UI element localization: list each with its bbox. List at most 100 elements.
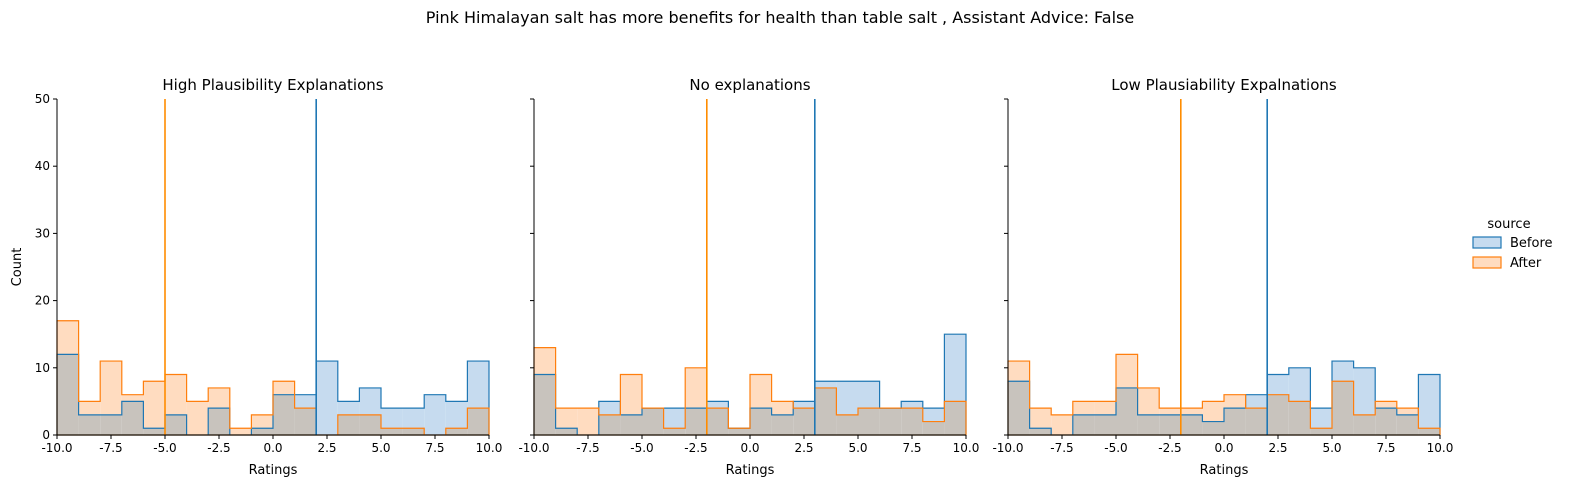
hist-before-bar	[836, 381, 858, 415]
x-tick-label: -2.5	[207, 441, 230, 455]
hist-overlap-bar	[121, 401, 144, 435]
hist-after-bar	[1224, 394, 1246, 409]
hist-overlap-bar	[922, 421, 945, 435]
hist-overlap-bar	[814, 387, 837, 435]
legend-swatch-before	[1472, 236, 1502, 249]
panels: -10.0 -7.5 -5.0 -2.5 0.0 2.5 5.0 7.5 10.0 0 10 20 30…	[10, 76, 1453, 478]
y-tick-label: 10	[35, 361, 50, 375]
hist-before-bar	[381, 408, 403, 429]
hist-before-bar	[1332, 361, 1354, 382]
hist-overlap-bar	[858, 408, 880, 435]
legend-title: source	[1487, 217, 1530, 232]
hist-overlap-bar	[165, 414, 187, 435]
panel-title: No explanations	[689, 76, 810, 94]
hist-before-bar	[944, 334, 966, 402]
hist-overlap-bar	[402, 428, 425, 435]
hist-overlap-bar	[901, 408, 923, 435]
x-tick-label: -5.0	[153, 441, 176, 455]
hist-before-bar	[424, 394, 446, 435]
hist-overlap-bar	[1072, 414, 1095, 435]
x-tick-label: 10.0	[953, 441, 980, 455]
hist-after-bar	[1137, 387, 1160, 415]
x-tick-label: -7.5	[576, 441, 599, 455]
hist-overlap-bar	[100, 414, 122, 435]
x-tick-label: 0.0	[1214, 441, 1233, 455]
x-tick-label: -2.5	[684, 441, 707, 455]
hist-before-bar	[1353, 367, 1376, 415]
hist-overlap-bar	[251, 428, 273, 435]
panel-title: High Plausibility Explanations	[162, 76, 383, 94]
hist-overlap-bar	[294, 408, 317, 435]
hist-overlap-bar	[1375, 408, 1397, 435]
hist-after-bar	[57, 320, 79, 355]
hist-overlap-bar	[57, 354, 79, 435]
x-axis-label: Ratings	[1200, 463, 1249, 478]
legend: source Before After	[1472, 217, 1553, 271]
hist-after-bar	[1094, 401, 1116, 415]
hist-overlap-bar	[143, 428, 165, 435]
hist-overlap-bar	[620, 414, 642, 435]
hist-after-bar	[186, 401, 209, 435]
hist-after-bar	[1051, 414, 1073, 435]
hist-overlap-bar	[208, 408, 230, 435]
x-tick-label: 0.0	[740, 441, 759, 455]
hist-after-bar	[273, 381, 295, 395]
hist-after-outline	[1007, 353, 1441, 436]
x-tick-label: -2.5	[1158, 441, 1181, 455]
x-tick-label: 2.5	[1268, 441, 1287, 455]
x-tick-label: 7.5	[425, 441, 444, 455]
hist-overlap-bar	[1245, 408, 1268, 435]
hist-overlap-bar	[944, 401, 966, 435]
hist-after-outline	[533, 347, 967, 436]
hist-overlap-bar	[1008, 381, 1030, 435]
hist-after-bar	[1072, 401, 1095, 415]
hist-overlap-bar	[642, 408, 664, 435]
hist-overlap-bar	[1137, 414, 1160, 435]
hist-overlap-bar	[793, 408, 815, 435]
hist-overlap-bar	[1094, 414, 1116, 435]
y-axis-label: Count	[10, 248, 25, 287]
hist-after-bar	[78, 401, 101, 415]
hist-after-bar	[121, 394, 144, 402]
hist-overlap-bar	[598, 414, 621, 435]
hist-after-bar	[577, 408, 599, 435]
hist-after-bar	[685, 367, 707, 409]
hist-before-bar	[445, 401, 468, 429]
legend-swatch-after	[1472, 256, 1502, 269]
hist-after-bar	[1375, 401, 1397, 409]
x-tick-label: 5.0	[371, 441, 390, 455]
x-tick-label: 7.5	[1376, 441, 1395, 455]
hist-overlap-bar	[879, 408, 902, 435]
hist-overlap-bar	[381, 428, 403, 435]
x-tick-label: 2.5	[794, 441, 813, 455]
x-tick-label: -10.0	[518, 441, 549, 455]
hist-after-bar	[1180, 408, 1203, 415]
hist-overlap-bar	[663, 428, 686, 435]
hist-before-bar	[598, 401, 621, 415]
hist-before-bar	[922, 408, 945, 422]
hist-after-bar	[620, 374, 642, 415]
hist-overlap-bar	[1224, 408, 1246, 435]
y-tick-label: 50	[35, 92, 50, 106]
hist-overlap-bar	[534, 374, 556, 435]
hist-overlap-bar	[273, 394, 295, 435]
x-tick-label: 2.5	[317, 441, 336, 455]
hist-after-bar	[1202, 401, 1224, 422]
panel-title: Low Plausiability Expalnations	[1111, 76, 1337, 94]
hist-overlap-bar	[337, 414, 360, 435]
hist-overlap-bar	[1310, 428, 1332, 435]
hist-before-bar	[316, 361, 338, 435]
hist-before-bar	[1245, 394, 1268, 409]
hist-before-bar	[1267, 374, 1289, 395]
hist-overlap-bar	[685, 408, 707, 435]
hist-overlap-bar	[1332, 381, 1354, 435]
hist-overlap-bar	[1396, 414, 1419, 435]
hist-overlap-bar	[359, 414, 381, 435]
y-tick-label: 0	[42, 428, 50, 442]
x-tick-label: 5.0	[848, 441, 867, 455]
hist-after-bar	[771, 401, 794, 415]
hist-before-bar	[402, 408, 425, 429]
x-tick-label: -10.0	[41, 441, 72, 455]
x-tick-label: -7.5	[99, 441, 122, 455]
x-tick-label: 10.0	[1427, 441, 1454, 455]
